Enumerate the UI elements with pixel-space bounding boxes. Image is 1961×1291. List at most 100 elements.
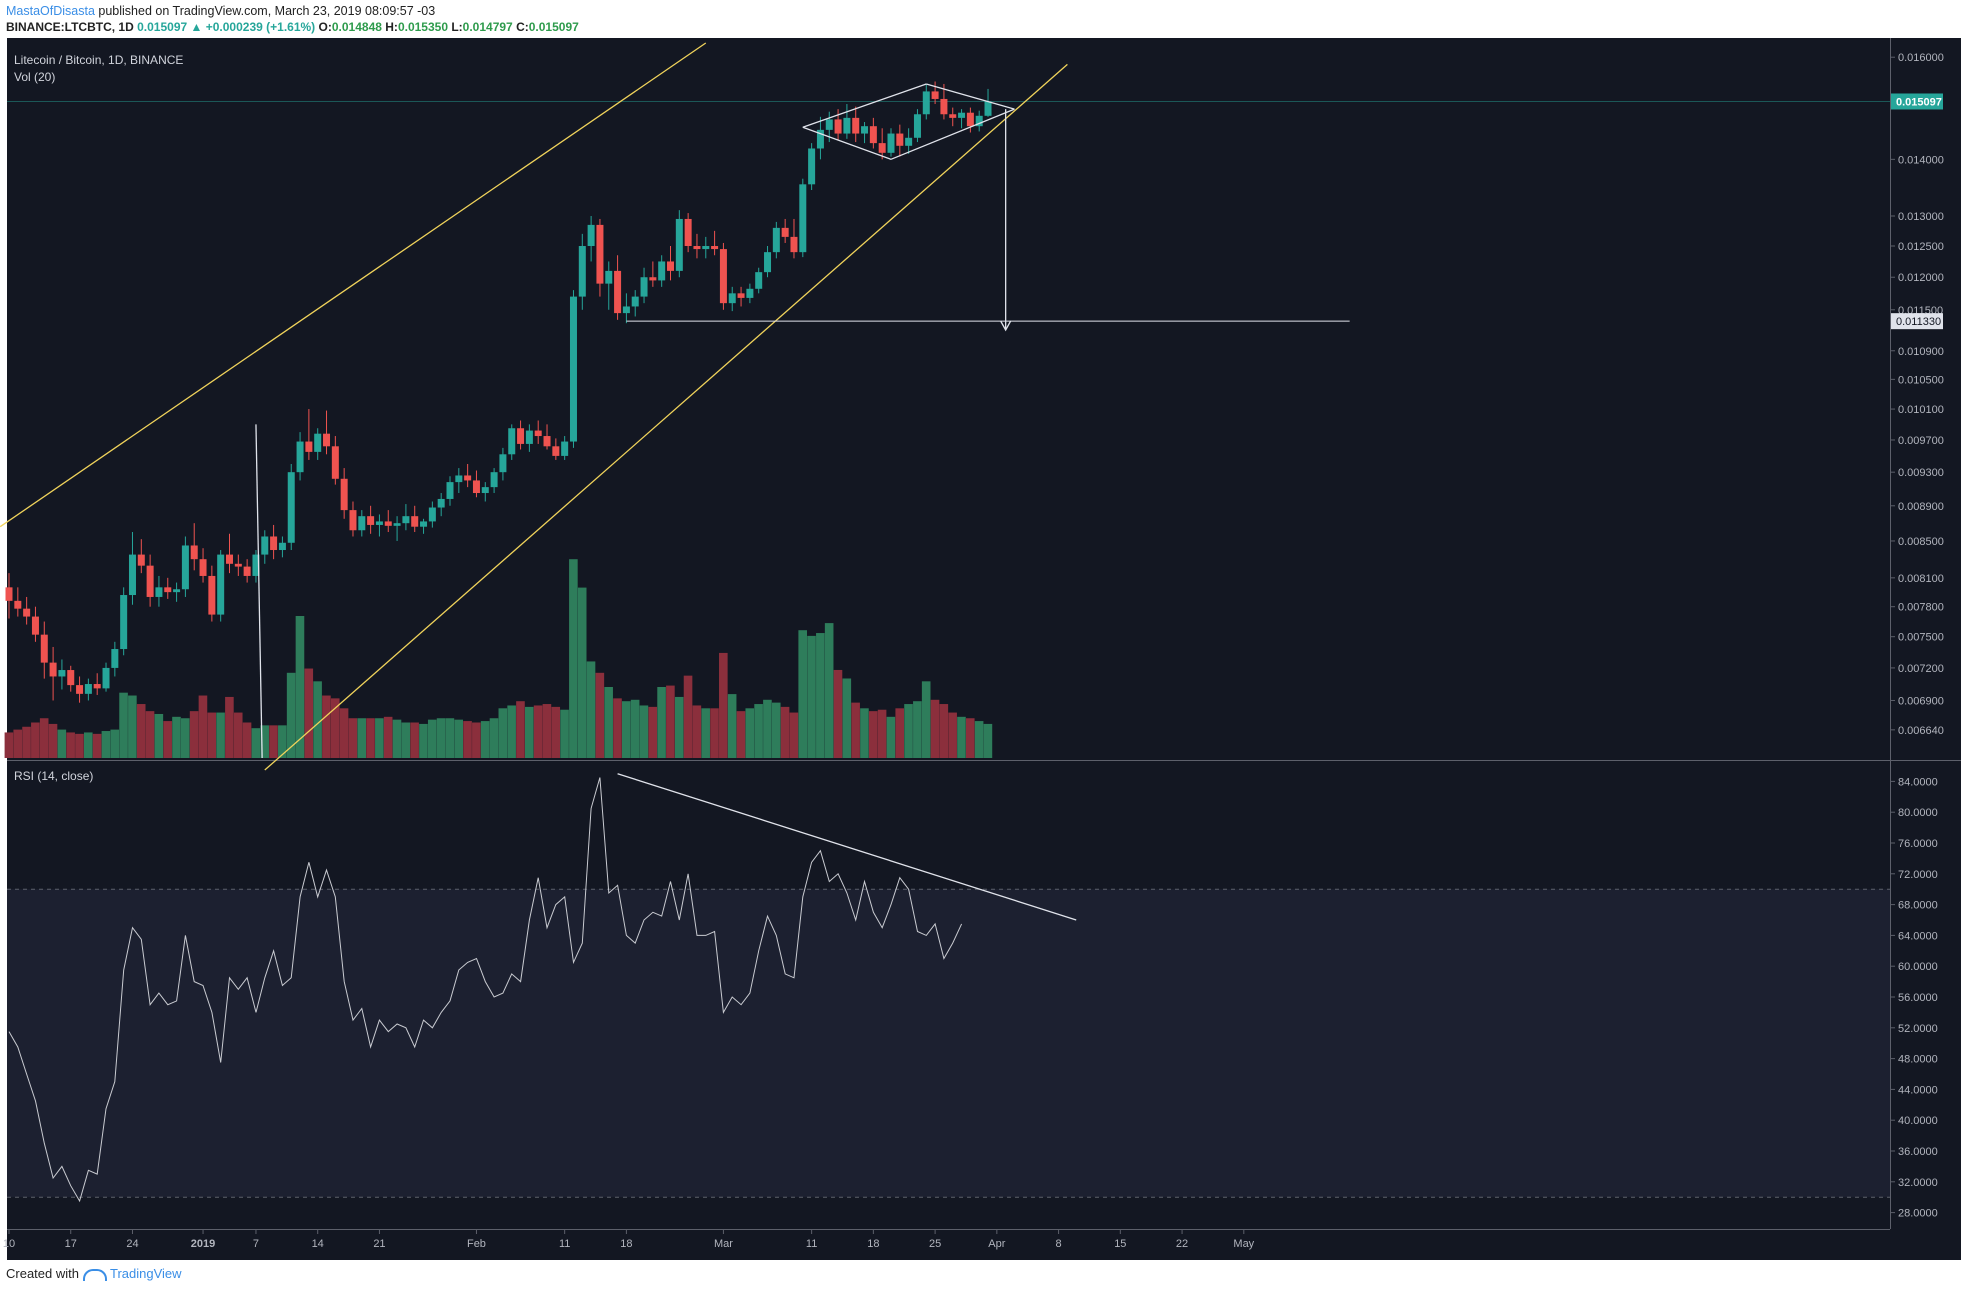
rising-wedge-b[interactable]	[802, 126, 892, 160]
time-tick-label: 10	[3, 1238, 15, 1250]
candle-body	[314, 433, 322, 452]
time-tick-label: Mar	[714, 1238, 733, 1250]
candle-body	[913, 114, 921, 138]
candle-body	[975, 115, 983, 127]
candle-body	[358, 516, 366, 531]
volume-bar	[189, 711, 199, 758]
volume-bar	[145, 711, 155, 758]
lower-trendline[interactable]	[264, 63, 1068, 771]
volume-bar	[83, 732, 93, 758]
candle-body	[173, 589, 181, 593]
price-tick-label: 0.008100	[1898, 573, 1944, 585]
volume-bar	[983, 723, 993, 758]
rising-wedge-c[interactable]	[890, 108, 1015, 160]
chart-canvas[interactable]: Litecoin / Bitcoin, 1D, BINANCE Vol (20)…	[0, 38, 1961, 1260]
price-tick-label: 0.010500	[1898, 374, 1944, 386]
publish-info: MastaOfDisasta published on TradingView.…	[6, 4, 435, 18]
price-change: ▲ +0.000239 (+1.61%)	[190, 20, 316, 34]
volume-bar	[551, 706, 561, 758]
candle-body	[331, 446, 339, 479]
volume-bar	[727, 694, 737, 758]
candle-body	[234, 563, 242, 567]
candle-body	[719, 249, 727, 304]
candle-body	[658, 261, 666, 281]
rsi-tick-label: 36.0000	[1898, 1146, 1938, 1158]
time-axis[interactable]	[7, 1229, 1890, 1260]
candle-body	[420, 521, 428, 527]
close-value: 0.015097	[528, 20, 579, 34]
candle-body	[323, 433, 331, 447]
candle-body	[940, 98, 948, 115]
footer: Created with TradingView	[6, 1266, 182, 1281]
candle-body	[58, 670, 66, 677]
volume-bar	[569, 559, 578, 758]
volume-bar	[463, 721, 472, 758]
volume-bar	[692, 705, 702, 758]
time-tick-label: 14	[312, 1238, 324, 1250]
candle-body	[667, 261, 674, 271]
candle-body	[728, 293, 736, 304]
candle-body	[181, 545, 189, 590]
volume-bar	[31, 722, 40, 758]
candle-body	[340, 478, 348, 511]
volume-bar	[666, 685, 675, 758]
volume-bar	[445, 718, 455, 758]
volume-bar	[39, 718, 49, 758]
volume-bar	[66, 732, 75, 758]
rising-wedge-a[interactable]	[926, 83, 1015, 110]
volume-bar	[278, 725, 287, 758]
time-tick-label: 22	[1176, 1238, 1188, 1250]
candle-body	[578, 246, 586, 297]
rsi-tick-label: 48.0000	[1898, 1054, 1938, 1066]
target-price-label: 0.011330	[1896, 316, 1941, 328]
candle-body	[825, 119, 833, 130]
candle-body	[517, 428, 525, 444]
volume-bar	[745, 708, 755, 758]
upper-trendline[interactable]	[0, 42, 707, 528]
candle-body	[587, 224, 595, 247]
rsi-tick-label: 52.0000	[1898, 1023, 1938, 1035]
candle-body	[226, 554, 233, 564]
rising-wedge-top[interactable]	[802, 83, 927, 128]
candle-body	[781, 227, 789, 237]
price-tick-label: 0.016000	[1898, 52, 1944, 64]
time-tick-label: 25	[929, 1238, 941, 1250]
candle-body	[40, 634, 48, 663]
volume-bar	[595, 672, 605, 758]
candle-body	[552, 446, 560, 456]
volume-bar	[4, 732, 14, 758]
volume-bar	[622, 701, 631, 758]
tradingview-brand[interactable]: TradingView	[110, 1266, 182, 1281]
volume-bar	[833, 669, 843, 758]
rsi-trendline[interactable]	[617, 773, 1077, 921]
volume-bar	[754, 704, 763, 758]
candle-body	[437, 498, 445, 508]
candle-body	[102, 667, 110, 689]
volume-bar	[586, 661, 596, 758]
candle-body	[23, 608, 31, 617]
candle-body	[384, 521, 392, 526]
candle-body	[464, 475, 472, 481]
candle-body	[93, 684, 101, 689]
price-tick-label: 0.010100	[1898, 404, 1944, 416]
volume-bar	[807, 635, 816, 758]
candle-body	[31, 616, 39, 635]
candle-body	[243, 566, 251, 576]
measured-move-left[interactable]	[255, 424, 263, 759]
volume-bar	[965, 718, 975, 758]
volume-bar	[877, 709, 887, 758]
candle-body	[472, 480, 480, 494]
candle-body	[111, 649, 119, 668]
time-tick-label: 8	[1056, 1238, 1062, 1250]
open-value: 0.014848	[331, 20, 382, 34]
price-pane[interactable]	[7, 38, 1890, 760]
time-tick-label: 18	[867, 1238, 879, 1250]
rsi-tick-label: 40.0000	[1898, 1115, 1938, 1127]
rsi-tick-label: 64.0000	[1898, 930, 1938, 942]
volume-bar	[674, 696, 684, 758]
author-link[interactable]: MastaOfDisasta	[6, 4, 95, 18]
volume-bar	[101, 731, 111, 758]
volume-bar	[295, 616, 305, 758]
price-axis[interactable]	[1890, 38, 1961, 1260]
candle-body	[402, 516, 410, 524]
